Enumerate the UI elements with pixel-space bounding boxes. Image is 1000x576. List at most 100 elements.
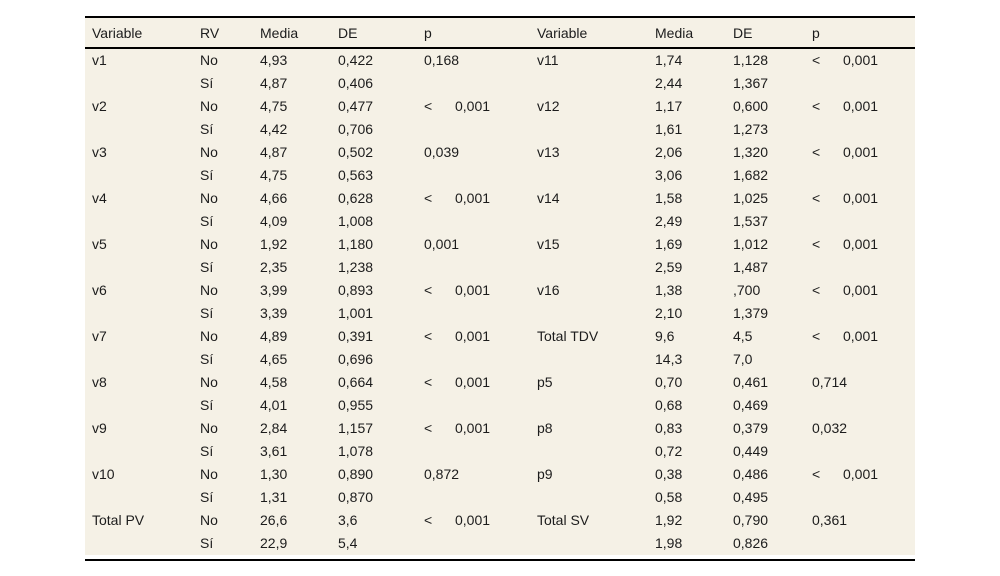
table-row: Total PV No 26,6 3,6 <0,001 Total SV 1,92 0,790… [85, 509, 915, 532]
less-than-sign: < [812, 466, 821, 482]
cell-de-right: 0,600 [733, 98, 769, 114]
cell-de-right: 1,367 [733, 75, 769, 91]
cell-de-right: 0,826 [733, 535, 769, 551]
table-top-rule [85, 16, 915, 18]
cell-de-right: 0,449 [733, 443, 769, 459]
p-value: 0,001 [843, 328, 879, 344]
cell-de-right: 1,379 [733, 305, 769, 321]
cell-media-right: 2,49 [655, 213, 683, 229]
cell-media-right: 1,38 [655, 282, 683, 298]
cell-de-right: 0,469 [733, 397, 769, 413]
cell-variable-right: v13 [537, 144, 560, 160]
header-de-left: DE [338, 24, 358, 41]
cell-p-right: <0,001 [812, 187, 915, 210]
table-bottom-rule [85, 559, 915, 561]
p-value: 0,001 [843, 52, 879, 68]
cell-de-left: 5,4 [338, 535, 358, 551]
cell-media-left: 4,65 [260, 351, 288, 367]
less-than-sign: < [812, 282, 821, 298]
cell-de-right: 0,790 [733, 512, 769, 528]
cell-de-right: 1,487 [733, 259, 769, 275]
cell-media-left: 22,9 [260, 535, 288, 551]
less-than-sign: < [812, 144, 821, 160]
cell-media-right: 2,44 [655, 75, 683, 91]
cell-media-left: 4,75 [260, 167, 288, 183]
cell-p-left: <0,001 [424, 95, 537, 118]
cell-media-left: 2,84 [260, 420, 288, 436]
table-row: v5 No 1,92 1,180 0,001 v15 1,69 1,012 <0,001 [85, 233, 915, 256]
cell-de-right: 0,379 [733, 420, 769, 436]
cell-media-right: 14,3 [655, 351, 683, 367]
less-than-sign: < [424, 374, 433, 390]
cell-rv: Sí [200, 489, 214, 505]
cell-media-right: 1,69 [655, 236, 683, 252]
table-row: Sí 22,9 5,4 1,98 0,826 [85, 532, 915, 555]
cell-p-right: <0,001 [812, 233, 915, 256]
p-value: 0,714 [812, 374, 848, 390]
table-row: v3 No 4,87 0,502 0,039 v13 2,06 1,320 <0,001 [85, 141, 915, 164]
cell-media-right: 1,61 [655, 121, 683, 137]
cell-rv: Sí [200, 167, 214, 183]
cell-media-left: 4,58 [260, 374, 288, 390]
cell-media-right: 2,06 [655, 144, 683, 160]
cell-de-left: 0,870 [338, 489, 374, 505]
cell-p-right: <0,001 [812, 49, 915, 72]
p-value: 0,032 [812, 420, 848, 436]
header-variable-right: Variable [537, 24, 588, 41]
p-value: 0,001 [455, 190, 491, 206]
cell-media-right: 1,98 [655, 535, 683, 551]
cell-de-right: 1,273 [733, 121, 769, 137]
p-value: 0,039 [424, 144, 460, 160]
cell-variable-right: v14 [537, 190, 560, 206]
cell-de-left: 0,706 [338, 121, 374, 137]
cell-media-left: 4,66 [260, 190, 288, 206]
cell-variable-left: Total PV [92, 512, 145, 528]
table-header-row: Variable RV Media DE p Variable Media DE… [85, 18, 915, 49]
cell-de-left: 0,422 [338, 52, 374, 68]
cell-de-left: 1,157 [338, 420, 374, 436]
cell-de-left: 0,502 [338, 144, 374, 160]
cell-rv: Sí [200, 535, 214, 551]
less-than-sign: < [424, 420, 433, 436]
cell-media-left: 4,09 [260, 213, 288, 229]
table-row: v2 No 4,75 0,477 <0,001 v12 1,17 0,600 <0,001 [85, 95, 915, 118]
cell-variable-left: v3 [92, 144, 107, 160]
cell-variable-right: Total SV [537, 512, 590, 528]
cell-media-left: 2,35 [260, 259, 288, 275]
cell-p-left: <0,001 [424, 417, 537, 440]
cell-rv: Sí [200, 397, 214, 413]
less-than-sign: < [812, 52, 821, 68]
table-surface: Variable RV Media DE p Variable Media DE… [85, 18, 915, 555]
less-than-sign: < [424, 328, 433, 344]
cell-de-left: 1,001 [338, 305, 374, 321]
p-value: 0,001 [455, 282, 491, 298]
cell-rv: No [200, 512, 218, 528]
cell-de-right: 4,5 [733, 328, 753, 344]
p-value: 0,872 [424, 466, 460, 482]
cell-media-right: 9,6 [655, 328, 675, 344]
cell-variable-right: p5 [537, 374, 553, 390]
cell-p-left: <0,001 [424, 509, 537, 532]
cell-variable-left: v7 [92, 328, 107, 344]
header-media-left: Media [260, 24, 299, 41]
cell-p-right: 0,361 [812, 509, 915, 532]
cell-de-right: ,700 [733, 282, 761, 298]
cell-de-left: 0,628 [338, 190, 374, 206]
cell-rv: Sí [200, 213, 214, 229]
cell-media-left: 4,87 [260, 75, 288, 91]
cell-variable-right: v15 [537, 236, 560, 252]
table-row: Sí 4,42 0,706 1,61 1,273 [85, 118, 915, 141]
p-value: 0,001 [424, 236, 460, 252]
p-value: 0,001 [843, 98, 879, 114]
cell-p-right: <0,001 [812, 463, 915, 486]
cell-variable-left: v2 [92, 98, 107, 114]
cell-rv: No [200, 144, 218, 160]
cell-variable-left: v1 [92, 52, 107, 68]
cell-media-left: 4,93 [260, 52, 288, 68]
cell-de-left: 3,6 [338, 512, 358, 528]
cell-media-right: 1,74 [655, 52, 683, 68]
less-than-sign: < [424, 98, 433, 114]
header-variable-left: Variable [92, 24, 143, 41]
cell-media-right: 0,70 [655, 374, 683, 390]
